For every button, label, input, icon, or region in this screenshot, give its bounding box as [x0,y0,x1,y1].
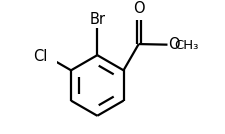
Text: O: O [168,37,179,52]
Text: CH₃: CH₃ [173,39,198,52]
Text: O: O [132,1,144,16]
Text: Cl: Cl [33,49,47,64]
Text: Br: Br [89,12,105,27]
